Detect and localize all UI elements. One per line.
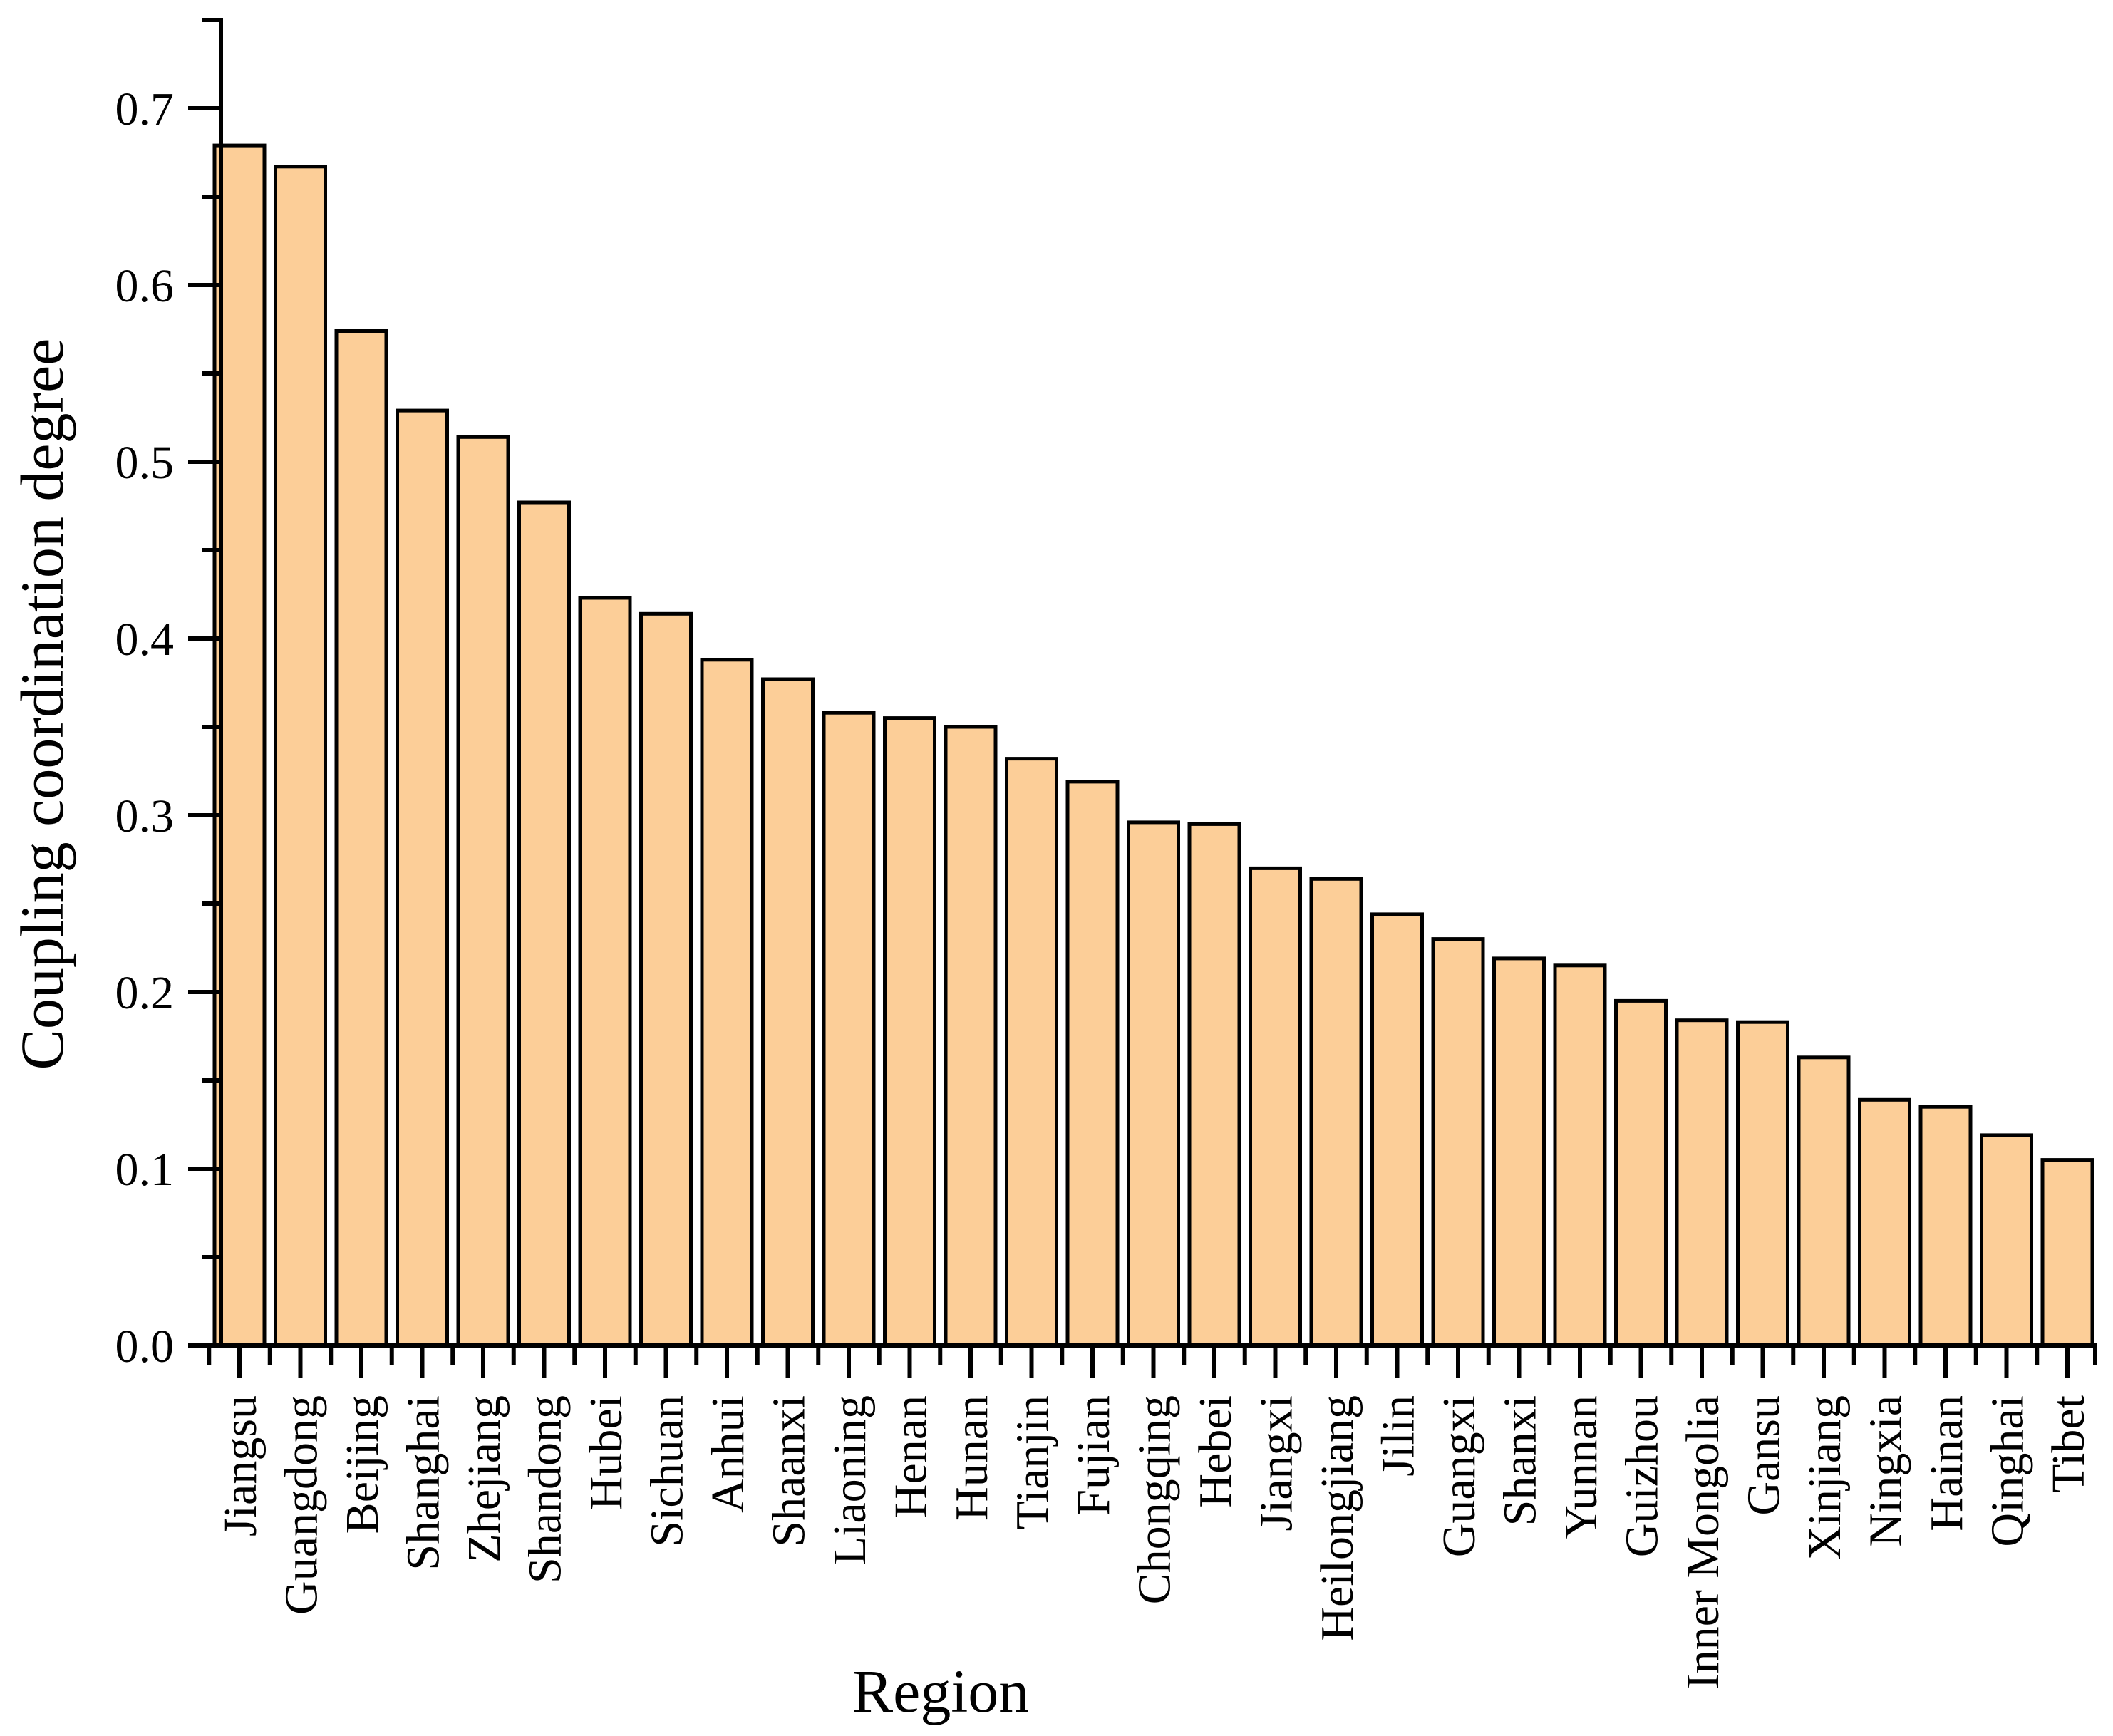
- bar-guangdong: [274, 165, 327, 1348]
- x-tick-label-sichuan: Sichuan: [641, 1395, 693, 1547]
- x-tick-label-guizhou: Guizhou: [1616, 1395, 1668, 1557]
- bar-yunnan: [1553, 963, 1607, 1348]
- x-tick-label-liaoning: Liaoning: [824, 1395, 876, 1565]
- x-tick-label-hubei: Hubei: [580, 1395, 632, 1510]
- bar-guangxi: [1431, 937, 1485, 1348]
- x-tick-label-shanxi: Shanxi: [1494, 1395, 1546, 1526]
- x-tick-labels-group: Jiangsu Guangdong Beijing Shanghai Zhejiang S…: [215, 1395, 2094, 1689]
- x-tick-label-hebei: Hebei: [1189, 1395, 1241, 1508]
- x-tick-label-fujian: Fujian: [1068, 1395, 1120, 1516]
- bar-shanghai: [396, 408, 449, 1348]
- y-tick-label-0.2: 0.2: [115, 967, 175, 1019]
- x-tick-label-guangxi: Guangxi: [1433, 1395, 1485, 1557]
- bar-shandong: [517, 500, 571, 1348]
- bar-beijing: [334, 329, 388, 1348]
- x-tick-label-tianjin: Tianjin: [1007, 1395, 1059, 1529]
- bar-hebei: [1187, 822, 1241, 1348]
- bar-liaoning: [822, 711, 876, 1348]
- bar-sichuan: [639, 611, 693, 1348]
- x-tick-label-yunnan: Yunnan: [1555, 1395, 1607, 1539]
- x-tick-label-qinghai: Qinghai: [1982, 1395, 2034, 1547]
- bar-zhejiang: [456, 435, 510, 1348]
- y-tick-label-0.6: 0.6: [115, 260, 175, 312]
- y-tick-labels-group: 0.0 0.1 0.2 0.3 0.4 0.5 0.6 0.7: [115, 83, 175, 1373]
- x-tick-label-anhui: Anhui: [702, 1395, 754, 1513]
- x-tick-label-zhejiang: Zhejiang: [458, 1395, 510, 1563]
- x-tick-label-hainan: Hainan: [1921, 1395, 1973, 1531]
- x-tick-label-chongqing: Chongqing: [1129, 1395, 1181, 1604]
- bar-heilongjiang: [1309, 877, 1363, 1348]
- x-tick-label-ningxia: Ningxia: [1860, 1395, 1912, 1547]
- x-tick-label-guangdong: Guangdong: [276, 1395, 328, 1615]
- bar-hainan: [1918, 1105, 1973, 1348]
- bar-hubei: [578, 596, 632, 1348]
- x-tick-label-heilongjiang: Heilongjiang: [1311, 1395, 1363, 1641]
- bar-chongqing: [1127, 820, 1180, 1348]
- y-tick-label-0.4: 0.4: [115, 614, 175, 666]
- bar-henan: [883, 716, 936, 1348]
- bar-jilin: [1370, 912, 1424, 1348]
- bar-qinghai: [1980, 1133, 2033, 1348]
- y-axis-title: Coupling coordination degree: [8, 339, 76, 1070]
- x-tick-label-jiangxi: Jiangxi: [1251, 1395, 1303, 1531]
- x-tick-label-xinjiang: Xinjiang: [1799, 1395, 1851, 1560]
- bar-tianjin: [1005, 757, 1058, 1348]
- y-tick-label-0.0: 0.0: [115, 1321, 175, 1373]
- bar-jiangxi: [1249, 866, 1302, 1348]
- axes-group: [188, 18, 2097, 1378]
- bar-xinjiang: [1797, 1055, 1851, 1348]
- x-tick-label-jilin: Jilin: [1373, 1395, 1425, 1477]
- x-tick-label-hunan: Hunan: [946, 1395, 998, 1521]
- x-tick-label-henan: Henan: [885, 1395, 937, 1518]
- bar-fujian: [1065, 780, 1120, 1348]
- bar-anhui: [700, 658, 754, 1348]
- x-axis-title: Region: [852, 1657, 1029, 1725]
- x-tick-label-tibet: Tibet: [2042, 1395, 2094, 1493]
- bar-ningxia: [1858, 1097, 1911, 1348]
- y-tick-label-0.7: 0.7: [115, 83, 175, 135]
- y-tick-label-0.5: 0.5: [115, 437, 175, 489]
- bars-group: [212, 143, 2094, 1348]
- bar-tibet: [2040, 1158, 2094, 1348]
- x-tick-label-inner-mongolia: Inner Mongolia: [1677, 1395, 1729, 1689]
- y-tick-label-0.3: 0.3: [115, 790, 175, 842]
- x-tick-label-beijing: Beijing: [336, 1395, 388, 1534]
- x-tick-label-shaanxi: Shaanxi: [763, 1395, 815, 1547]
- bar-guizhou: [1614, 998, 1668, 1348]
- x-tick-label-gansu: Gansu: [1738, 1395, 1790, 1516]
- bar-shanxi: [1492, 956, 1546, 1348]
- x-tick-label-shandong: Shandong: [520, 1395, 572, 1583]
- bar-inner-mongolia: [1675, 1018, 1729, 1348]
- x-tick-label-jiangsu: Jiangsu: [215, 1395, 267, 1536]
- x-tick-label-shanghai: Shanghai: [398, 1395, 450, 1571]
- bar-shaanxi: [761, 677, 815, 1348]
- bar-gansu: [1736, 1020, 1789, 1348]
- y-tick-label-0.1: 0.1: [115, 1144, 175, 1196]
- bar-hunan: [944, 725, 998, 1348]
